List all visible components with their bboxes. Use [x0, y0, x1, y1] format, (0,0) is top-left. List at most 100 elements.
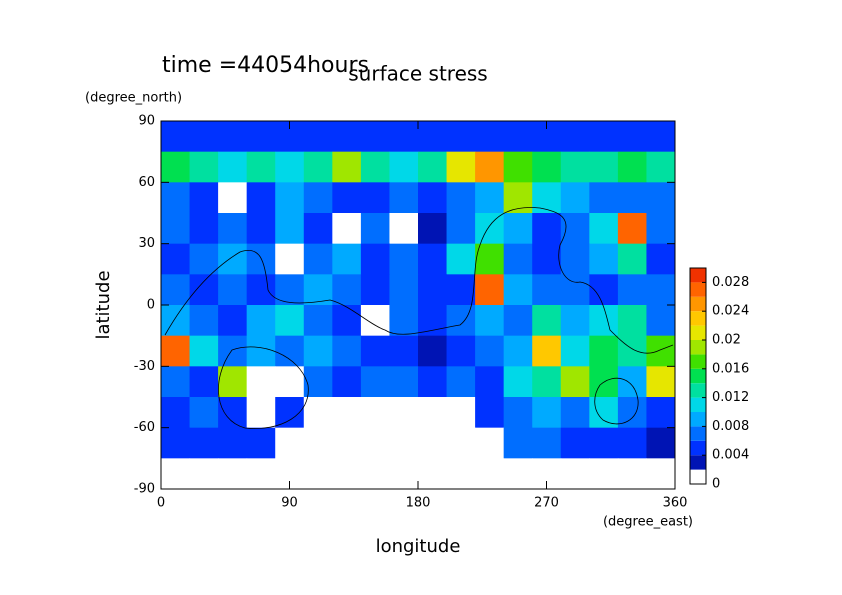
contour-cell: [617, 305, 647, 337]
colorbar-tick-label: 0.008: [712, 419, 749, 434]
colorbar-tick-label: 0.028: [712, 275, 749, 290]
contour-cell: [475, 182, 505, 214]
contour-cell: [332, 458, 362, 490]
contour-cell: [246, 274, 276, 306]
contour-cell: [218, 366, 248, 398]
contour-cell: [246, 458, 276, 490]
contour-cell: [532, 335, 562, 367]
contour-cell: [275, 151, 305, 183]
contour-cell: [246, 397, 276, 429]
contour-cell: [161, 427, 191, 459]
contour-cell: [418, 335, 448, 367]
chart-title: surface stress: [348, 62, 487, 86]
contour-cell: [617, 213, 647, 245]
contour-cell: [218, 427, 248, 459]
contour-cell: [161, 397, 191, 429]
contour-cell: [503, 458, 533, 490]
contour-cell: [389, 397, 419, 429]
contour-cell: [246, 305, 276, 337]
contour-cell: [389, 458, 419, 490]
subtitle: time =44054hours: [162, 53, 369, 78]
contour-cell: [189, 274, 219, 306]
contour-cell: [646, 397, 676, 429]
contour-cell: [503, 243, 533, 275]
contour-cell: [617, 182, 647, 214]
contour-cell: [189, 305, 219, 337]
contour-cell: [503, 335, 533, 367]
colorbar-tick-label: 0: [712, 477, 720, 492]
contour-cell: [189, 458, 219, 490]
contour-cell: [589, 305, 619, 337]
contour-cell: [360, 458, 390, 490]
contour-cell: [446, 397, 476, 429]
contour-cell: [589, 182, 619, 214]
contour-cell: [218, 151, 248, 183]
contour-cell: [560, 182, 590, 214]
contour-cell: [560, 213, 590, 245]
contour-cell: [389, 182, 419, 214]
contour-cell: [161, 121, 191, 153]
contour-cell: [418, 305, 448, 337]
contour-cell: [332, 427, 362, 459]
colorbar-tick-label: 0.004: [712, 448, 749, 463]
y-tick-label: -30: [134, 359, 155, 374]
contour-cell: [532, 397, 562, 429]
contour-cell: [246, 121, 276, 153]
colorbar-segment: [690, 268, 706, 283]
contour-cell: [360, 366, 390, 398]
contour-cell: [161, 182, 191, 214]
contour-cell: [303, 151, 333, 183]
contour-cell: [646, 366, 676, 398]
contour-cell: [589, 427, 619, 459]
contour-cell: [503, 366, 533, 398]
contour-cell: [303, 213, 333, 245]
contour-cell: [246, 213, 276, 245]
contour-cell: [360, 151, 390, 183]
contour-cell: [646, 335, 676, 367]
contour-cell: [617, 243, 647, 275]
contour-cell: [418, 397, 448, 429]
contour-cell: [275, 213, 305, 245]
contour-cell: [475, 366, 505, 398]
colorbar-segment: [690, 296, 706, 312]
contour-cell: [275, 243, 305, 275]
contour-cell: [189, 243, 219, 275]
contour-cell: [275, 305, 305, 337]
contour-cell: [332, 274, 362, 306]
x-unit: (degree_east): [603, 515, 693, 530]
contour-cell: [646, 427, 676, 459]
contour-cell: [218, 335, 248, 367]
contour-cell: [303, 274, 333, 306]
contour-cell: [418, 427, 448, 459]
contour-cell: [418, 274, 448, 306]
contour-cell: [332, 151, 362, 183]
contour-cell: [246, 151, 276, 183]
contour-cell: [275, 182, 305, 214]
contour-cell: [446, 213, 476, 245]
contour-cell: [275, 335, 305, 367]
contour-cell: [303, 243, 333, 275]
contour-cell: [332, 397, 362, 429]
y-axis-label: latitude: [93, 270, 114, 339]
contour-cell: [532, 366, 562, 398]
y-tick-label: 0: [147, 298, 155, 313]
contour-cell: [360, 274, 390, 306]
contour-cell: [503, 274, 533, 306]
contour-cell: [332, 213, 362, 245]
contour-cell: [332, 366, 362, 398]
contour-cell: [161, 274, 191, 306]
contour-cell: [589, 243, 619, 275]
contour-cell: [503, 427, 533, 459]
contour-cell: [532, 427, 562, 459]
contour-cell: [532, 305, 562, 337]
contour-cell: [589, 121, 619, 153]
contour-cell: [303, 182, 333, 214]
contour-cell: [617, 458, 647, 490]
contour-cell: [161, 151, 191, 183]
colorbar-segment: [690, 325, 706, 340]
colorbar-tick-label: 0.02: [712, 333, 741, 348]
contour-cell: [161, 213, 191, 245]
contour-cell: [560, 366, 590, 398]
contour-cell: [161, 458, 191, 490]
